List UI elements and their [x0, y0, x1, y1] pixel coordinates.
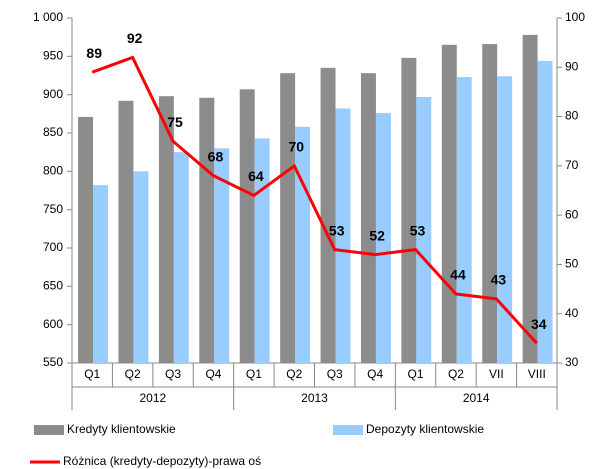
- bar: [295, 126, 311, 363]
- bar: [441, 44, 457, 363]
- y-tick-label: 750: [43, 202, 63, 216]
- y-tick-label: 900: [43, 87, 63, 101]
- x-tick-label: Q2: [448, 367, 464, 381]
- y-tick-label: 650: [43, 279, 63, 293]
- y2-tick-label: 100: [565, 10, 585, 24]
- x-tick-label: Q4: [205, 367, 221, 381]
- bar: [456, 77, 472, 364]
- bar: [239, 89, 255, 364]
- data-label: 92: [127, 30, 143, 46]
- data-label: 53: [329, 222, 345, 238]
- data-label: 53: [410, 222, 426, 238]
- x-tick-label: Q2: [286, 367, 302, 381]
- x-tick-label: Q2: [125, 367, 141, 381]
- y-tick-label: 850: [43, 125, 63, 139]
- x-tick-label: VIII: [528, 367, 546, 381]
- legend-label: Różnica (kredyty-depozyty)-prawa oś: [63, 454, 261, 468]
- data-label: 52: [369, 227, 385, 243]
- y-tick-label: 600: [43, 317, 63, 331]
- bar: [416, 96, 432, 363]
- bar: [118, 100, 134, 364]
- x-tick-label: Q3: [327, 367, 343, 381]
- data-label: 64: [248, 168, 264, 184]
- bar: [158, 96, 174, 363]
- bar: [497, 76, 513, 364]
- x-tick-label: Q1: [84, 367, 100, 381]
- x-tick-label: Q3: [165, 367, 181, 381]
- legend-swatch: [34, 425, 64, 435]
- bar: [537, 60, 553, 363]
- bar: [133, 171, 149, 363]
- y2-tick-label: 30: [565, 355, 579, 369]
- legend-swatch: [333, 425, 363, 435]
- bar: [78, 116, 94, 364]
- legend-label: Depozyty klientowskie: [366, 422, 484, 436]
- bar: [335, 108, 351, 363]
- x-group-label: 2014: [463, 391, 490, 405]
- data-label: 75: [167, 114, 183, 130]
- bar: [320, 67, 336, 363]
- data-label: 34: [531, 316, 547, 332]
- y-tick-label: 700: [43, 240, 63, 254]
- data-label: 43: [491, 272, 507, 288]
- y-tick-label: 950: [43, 49, 63, 63]
- x-tick-label: Q1: [408, 367, 424, 381]
- legend-label: Kredyty klientowskie: [67, 422, 176, 436]
- bar: [522, 34, 538, 363]
- bar: [280, 73, 296, 363]
- x-tick-label: Q4: [367, 367, 383, 381]
- data-label: 89: [86, 45, 102, 61]
- bar: [360, 73, 376, 363]
- y2-tick-label: 50: [565, 257, 579, 271]
- x-tick-label: VII: [489, 367, 504, 381]
- y-tick-label: 800: [43, 164, 63, 178]
- bar: [375, 113, 391, 363]
- y2-tick-label: 80: [565, 109, 579, 123]
- x-group-label: 2013: [301, 391, 328, 405]
- data-label: 44: [450, 267, 466, 283]
- y-tick-label: 1 000: [33, 10, 63, 24]
- bar: [199, 97, 215, 363]
- y2-tick-label: 40: [565, 306, 579, 320]
- y-tick-label: 550: [43, 355, 63, 369]
- y2-tick-label: 60: [565, 207, 579, 221]
- line: [91, 55, 538, 345]
- y2-tick-label: 70: [565, 158, 579, 172]
- data-label: 70: [289, 139, 305, 155]
- bar: [214, 148, 230, 363]
- x-group-label: 2012: [139, 391, 166, 405]
- bar: [401, 57, 417, 363]
- y2-tick-label: 90: [565, 59, 579, 73]
- bar: [93, 185, 108, 363]
- bar: [254, 138, 270, 363]
- bar: [482, 44, 498, 364]
- x-tick-label: Q1: [246, 367, 262, 381]
- bar: [173, 152, 189, 363]
- data-label: 68: [208, 148, 224, 164]
